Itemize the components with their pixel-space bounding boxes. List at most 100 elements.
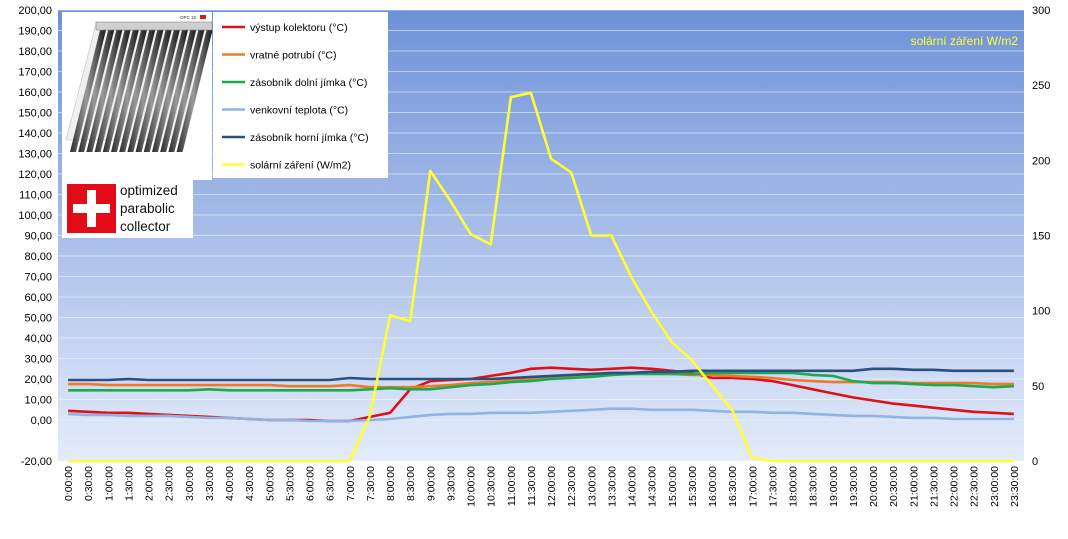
left-tick-label: 160,00	[18, 87, 52, 99]
collector-badge-text: OPC 15	[180, 15, 197, 20]
series-layer	[68, 91, 1014, 463]
collector-tube	[152, 30, 188, 152]
collector-tube	[70, 30, 106, 152]
series-line-2	[68, 371, 1014, 392]
x-tick-label: 14:30:00	[647, 466, 659, 507]
x-tick-label: 1:00:00	[103, 466, 115, 501]
collector-tube	[102, 30, 139, 152]
x-tick-label: 11:30:00	[526, 466, 538, 506]
x-tick-label: 0:30:00	[83, 466, 95, 501]
left-tick-label: 140,00	[18, 128, 52, 140]
right-tick-label: 200	[1032, 155, 1050, 167]
x-tick-label: 3:30:00	[204, 466, 216, 501]
collector-tubes	[70, 30, 213, 152]
x-tick-label: 17:30:00	[767, 466, 779, 507]
gridlines	[58, 9, 1024, 462]
x-tick-label: 13:30:00	[606, 466, 618, 507]
collector-tube	[135, 30, 172, 152]
x-tick-label: 2:30:00	[164, 466, 176, 501]
right-axis: 0 50 100 150 200 250 300	[1032, 5, 1050, 468]
right-tick-label: 100	[1032, 306, 1050, 318]
x-tick-label: 10:30:00	[486, 466, 498, 507]
left-tick-label: 190,00	[18, 26, 52, 38]
collector-tube	[143, 30, 180, 152]
collector-tube	[94, 30, 131, 152]
left-tick-label: 30,00	[24, 354, 52, 366]
x-tick-label: 8:30:00	[405, 466, 417, 501]
left-tick-label: -20,00	[21, 456, 52, 468]
legend-label: venkovní teplota (°C)	[250, 105, 348, 117]
right-tick-label: 0	[1032, 456, 1038, 468]
x-tick-label: 15:30:00	[687, 466, 699, 507]
collector-image: OPC 15	[62, 12, 213, 180]
series-line-3	[68, 407, 1014, 423]
left-tick-label: 20,00	[24, 374, 52, 386]
x-tick-label: 1:30:00	[123, 466, 135, 501]
x-tick-label: 14:00:00	[627, 466, 639, 507]
left-tick-label: 0,00	[31, 415, 52, 427]
collector-tube	[78, 30, 115, 152]
left-tick-label: 50,00	[24, 313, 52, 325]
x-tick-label: 7:30:00	[365, 466, 377, 501]
logo-line-1: optimized	[120, 183, 178, 198]
x-tick-label: 16:30:00	[727, 466, 739, 507]
right-tick-label: 50	[1032, 381, 1044, 393]
left-tick-label: 40,00	[24, 333, 52, 345]
x-tick-label: 17:00:00	[747, 466, 759, 507]
collector-tube	[127, 30, 164, 152]
x-tick-label: 22:00:00	[949, 466, 961, 507]
x-tick-label: 21:30:00	[928, 466, 940, 507]
left-tick-label: 80,00	[24, 251, 52, 263]
solar-radiation-annotation: solární záření W/m2	[911, 34, 1019, 48]
x-tick-label: 8:00:00	[385, 466, 397, 501]
left-tick-label: 110,00	[19, 190, 52, 202]
right-tick-label: 250	[1032, 80, 1050, 92]
left-tick-label: 60,00	[24, 292, 52, 304]
collector-badge-mark	[200, 15, 206, 19]
x-tick-label: 21:00:00	[908, 466, 920, 507]
left-tick-label: 150,00	[18, 108, 52, 120]
left-tick-label: 10,00	[24, 395, 52, 407]
collector-tube	[168, 30, 205, 152]
legend-label: zásobník dolní jímka (°C)	[250, 77, 367, 89]
x-tick-label: 22:30:00	[969, 466, 981, 507]
left-tick-label: 200,00	[18, 5, 52, 17]
legend-label: výstup kolektoru (°C)	[250, 22, 348, 34]
x-tick-label: 13:00:00	[586, 466, 598, 507]
x-tick-label: 4:30:00	[244, 466, 256, 501]
x-tick-label: 18:30:00	[808, 466, 820, 507]
legend-label: solární záření (W/m2)	[250, 160, 351, 172]
logo-line-3: collector	[120, 219, 171, 234]
logo-line-2: parabolic	[120, 201, 175, 216]
right-tick-label: 150	[1032, 231, 1050, 243]
x-tick-label: 20:00:00	[868, 466, 880, 507]
collector-tube	[111, 30, 147, 152]
x-tick-label: 3:00:00	[184, 466, 196, 501]
opc-logo: optimized parabolic collector	[62, 180, 193, 238]
left-axis: -20,00 0,00 10,00 20,00 30,00 40,00 50,00 60,00…	[18, 5, 52, 468]
x-tick-label: 7:00:00	[345, 466, 357, 501]
collector-tube	[160, 30, 197, 152]
x-tick-label: 5:00:00	[264, 466, 276, 501]
x-tick-label: 19:30:00	[848, 466, 860, 507]
x-tick-label: 20:30:00	[888, 466, 900, 507]
x-tick-label: 16:00:00	[707, 466, 719, 507]
x-tick-label: 5:30:00	[284, 466, 296, 501]
x-tick-label: 12:30:00	[566, 466, 578, 507]
collector-tube	[119, 30, 156, 152]
collector-tube	[86, 30, 123, 152]
series-line-4	[68, 367, 1014, 382]
x-tick-label: 23:00:00	[989, 466, 1001, 507]
x-tick-label: 18:00:00	[788, 466, 800, 507]
x-tick-label: 12:00:00	[546, 466, 558, 507]
x-tick-label: 4:00:00	[224, 466, 236, 501]
legend: výstup kolektoru (°C) vratné potrubí (°C)…	[213, 12, 388, 178]
left-tick-label: 180,00	[18, 46, 52, 58]
x-tick-label: 6:30:00	[325, 466, 337, 501]
x-tick-label: 9:00:00	[425, 466, 437, 501]
left-tick-label: 120,00	[18, 169, 52, 181]
left-tick-label: 130,00	[18, 149, 52, 161]
series-line-5	[68, 91, 1014, 463]
x-tick-label: 9:30:00	[445, 466, 457, 501]
